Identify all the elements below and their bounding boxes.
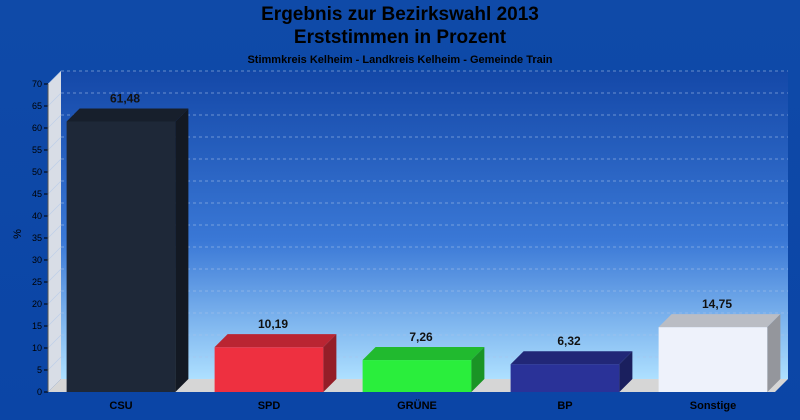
y-tick-label: 5 <box>37 365 42 375</box>
gridline-side <box>47 224 62 239</box>
y-tick-label: 25 <box>32 277 42 287</box>
bar-spd <box>214 334 337 392</box>
x-tick-label: SPD <box>258 400 281 412</box>
y-tick-label: 55 <box>32 145 42 155</box>
y-axis-label: % <box>12 229 24 239</box>
data-label: 10,19 <box>258 317 288 331</box>
bar-front <box>214 347 324 392</box>
bar-top <box>66 108 189 122</box>
y-tick-label: 70 <box>32 79 42 89</box>
bar-front <box>658 327 768 392</box>
x-tick-label: CSU <box>109 400 132 412</box>
data-label: 61,48 <box>110 91 140 105</box>
bar-csu <box>66 108 189 392</box>
gridline-side <box>47 136 62 151</box>
y-tick-label: 40 <box>32 211 42 221</box>
x-tick-label: GRÜNE <box>397 399 437 412</box>
gridline-side <box>47 312 62 327</box>
y-tick-label: 35 <box>32 233 42 243</box>
bar-top <box>510 351 633 365</box>
bar-side <box>471 347 485 392</box>
gridline-side <box>47 92 62 107</box>
chart-title: Ergebnis zur Bezirkswahl 2013 <box>261 4 539 25</box>
bar-front <box>510 364 620 392</box>
gridline-side <box>47 202 62 217</box>
y-tick-label: 20 <box>32 299 42 309</box>
y-tick-label: 50 <box>32 167 42 177</box>
bar-front <box>362 360 472 392</box>
bar-side <box>175 108 189 392</box>
y-tick-label: 0 <box>37 387 42 397</box>
gridline-side <box>47 268 62 283</box>
data-label: 7,26 <box>409 330 433 344</box>
bar-bp <box>510 351 633 392</box>
y-tick-label: 45 <box>32 189 42 199</box>
gridline-side <box>47 334 62 349</box>
gridline-side <box>47 246 62 261</box>
bar-side <box>619 351 633 392</box>
bar-sonstige <box>658 314 781 392</box>
data-label: 6,32 <box>557 334 581 348</box>
gridline-side <box>47 180 62 195</box>
y-tick-label: 10 <box>32 343 42 353</box>
gridline-side <box>47 114 62 129</box>
y-tick-label: 15 <box>32 321 42 331</box>
bar-side <box>767 314 781 392</box>
bar-top <box>362 347 485 361</box>
gridline-side <box>47 158 62 173</box>
x-tick-label: Sonstige <box>690 400 736 412</box>
bar-grüne <box>362 347 485 392</box>
y-tick-label: 65 <box>32 101 42 111</box>
chart-region-subtitle: Stimmkreis Kelheim - Landkreis Kelheim -… <box>247 54 553 66</box>
gridline-side <box>47 356 62 371</box>
y-tick-label: 30 <box>32 255 42 265</box>
x-tick-label: BP <box>557 400 572 412</box>
bar-top <box>214 334 337 348</box>
gridline-side <box>47 70 62 85</box>
gridline-side <box>47 290 62 305</box>
data-label: 14,75 <box>702 297 732 311</box>
chart-subtitle: Erststimmen in Prozent <box>293 27 507 48</box>
bar-front <box>66 121 176 392</box>
y-tick-label: 60 <box>32 123 42 133</box>
bar-side <box>323 334 337 392</box>
bar-top <box>658 314 781 328</box>
